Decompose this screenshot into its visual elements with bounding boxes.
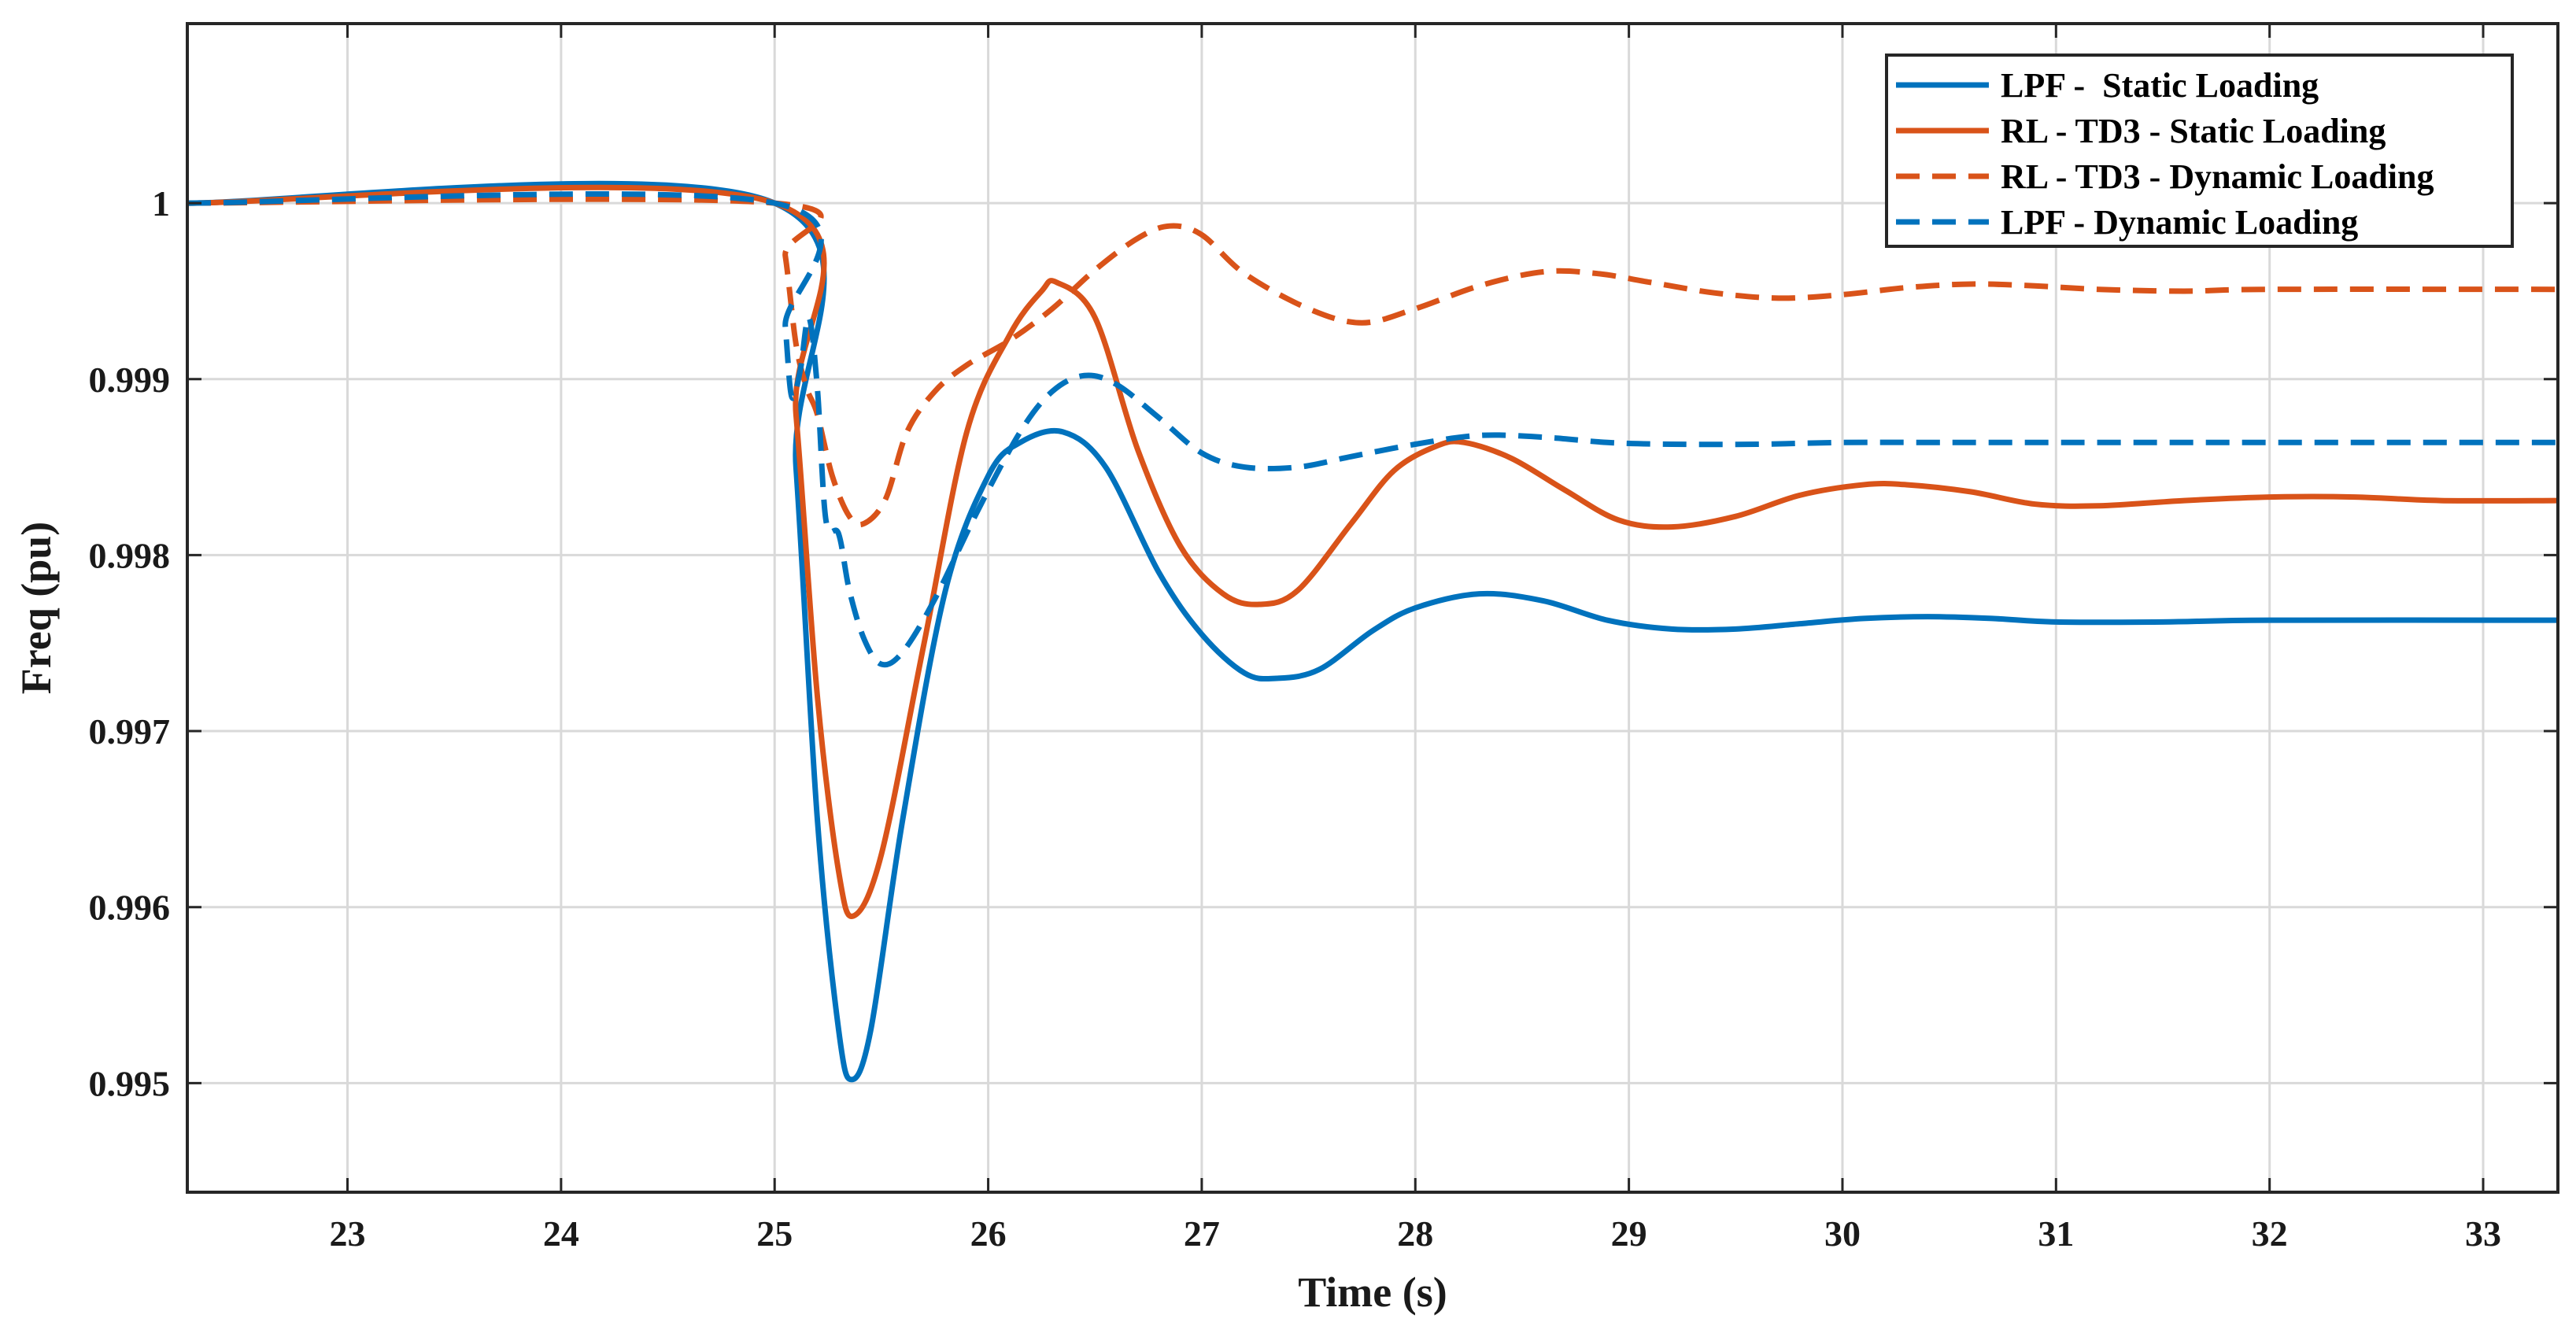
legend-label: RL - TD3 - Static Loading (2001, 112, 2386, 150)
y-axis-label: Freq (pu) (13, 522, 60, 695)
legend-label: LPF - Static Loading (2001, 66, 2319, 105)
legend-box (1885, 54, 2514, 248)
y-tick-label: 0.997 (89, 711, 171, 752)
series-lpf-dynamic-line (187, 191, 2558, 668)
legend-label: LPF - Dynamic Loading (2001, 203, 2358, 242)
series-lines (187, 180, 2558, 1083)
plot-area-border (186, 22, 2559, 1194)
x-tick-label: 27 (1184, 1213, 1220, 1254)
series-lpf-static-line (187, 180, 2558, 1083)
x-tick-label: 23 (330, 1213, 366, 1254)
y-tick-label: 1 (152, 183, 170, 223)
x-tick-labels: 23 24 25 26 27 28 29 30 31 32 33 (330, 1213, 2502, 1254)
x-tick-label: 25 (756, 1213, 793, 1254)
x-tick-label: 29 (1611, 1213, 1647, 1254)
series-rl-td3-static-line (187, 184, 2558, 919)
y-tick-label: 0.999 (89, 360, 171, 400)
x-tick-label: 33 (2465, 1213, 2501, 1254)
x-tick-label: 31 (2038, 1213, 2074, 1254)
x-tick-label: 30 (1824, 1213, 1861, 1254)
x-tick-label: 26 (970, 1213, 1007, 1254)
x-tick-label: 32 (2252, 1213, 2288, 1254)
y-tick-labels: 0.995 0.996 0.997 0.998 0.999 1 (89, 183, 171, 1103)
series-rl-td3-dynamic-line (187, 196, 2558, 528)
x-tick-label: 24 (543, 1213, 579, 1254)
y-tick-label: 0.995 (89, 1063, 171, 1103)
legend-label: RL - TD3 - Dynamic Loading (2001, 157, 2434, 196)
legend: LPF - Static Loading RL - TD3 - Static Lo… (1885, 54, 2514, 248)
y-tick-label: 0.996 (89, 888, 171, 928)
x-axis-label: Time (s) (1298, 1269, 1447, 1316)
axis-ticks (187, 24, 2558, 1192)
y-tick-label: 0.998 (89, 535, 171, 575)
x-tick-label: 28 (1397, 1213, 1433, 1254)
